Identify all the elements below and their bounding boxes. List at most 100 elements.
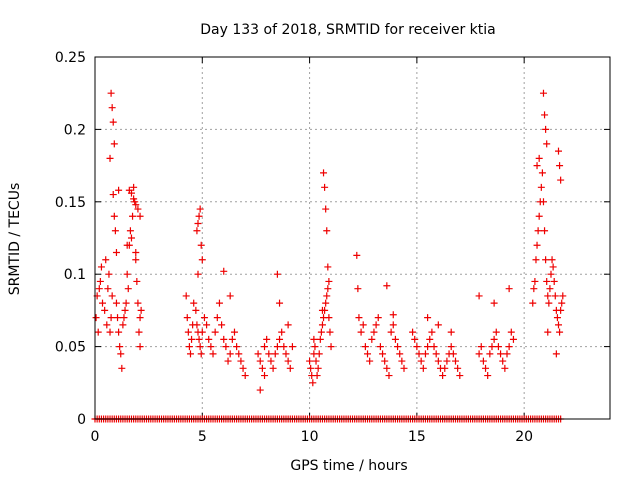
data-point xyxy=(322,299,330,307)
data-point xyxy=(109,191,117,199)
data-point xyxy=(312,357,320,365)
data-point xyxy=(357,328,365,336)
data-point xyxy=(132,201,140,209)
data-point xyxy=(213,314,221,322)
data-point xyxy=(186,350,194,358)
data-point xyxy=(282,350,290,358)
data-point xyxy=(413,343,421,351)
data-point xyxy=(256,386,264,394)
data-point xyxy=(494,343,502,351)
data-point xyxy=(475,292,483,300)
data-point xyxy=(320,169,328,177)
data-point xyxy=(115,186,123,194)
data-point xyxy=(354,285,362,293)
data-point xyxy=(126,227,134,235)
data-point xyxy=(557,176,565,184)
data-point xyxy=(133,277,141,285)
data-point xyxy=(488,343,496,351)
data-point xyxy=(254,350,262,358)
data-point xyxy=(411,335,419,343)
data-point xyxy=(233,343,241,351)
y-tick-label: 0.15 xyxy=(55,195,86,211)
data-point xyxy=(136,343,144,351)
data-point xyxy=(501,364,509,372)
data-point xyxy=(104,285,112,293)
data-point xyxy=(307,364,315,372)
data-point xyxy=(551,292,559,300)
data-point xyxy=(94,328,102,336)
data-point xyxy=(479,357,487,365)
data-point xyxy=(261,372,269,380)
data-point xyxy=(424,343,432,351)
data-point xyxy=(550,277,558,285)
data-point xyxy=(120,314,128,322)
x-tick-label: 10 xyxy=(301,429,319,445)
data-point xyxy=(434,321,442,329)
data-point xyxy=(288,343,296,351)
data-point xyxy=(456,372,464,380)
data-point xyxy=(102,256,110,264)
data-point xyxy=(535,154,543,162)
data-point xyxy=(239,364,247,372)
data-point xyxy=(482,364,490,372)
scatter-points xyxy=(91,89,567,423)
data-point xyxy=(441,364,449,372)
data-point xyxy=(215,299,223,307)
data-point xyxy=(137,306,145,314)
data-point xyxy=(200,314,208,322)
data-point xyxy=(439,372,447,380)
grid xyxy=(95,57,610,419)
data-point xyxy=(559,292,567,300)
data-point xyxy=(230,328,238,336)
data-point xyxy=(484,372,492,380)
data-point xyxy=(505,285,513,293)
data-point xyxy=(326,328,334,336)
axis-ticks: 0 0.05 0.1 0.15 0.2 0.25 0 5 10 15 20 xyxy=(55,50,610,445)
data-point xyxy=(123,270,131,278)
data-point xyxy=(185,343,193,351)
data-point xyxy=(323,292,331,300)
data-point xyxy=(318,321,326,329)
data-point xyxy=(546,285,554,293)
data-point xyxy=(381,357,389,365)
data-point xyxy=(452,357,459,365)
data-point xyxy=(547,270,555,278)
data-point xyxy=(106,154,114,162)
data-point xyxy=(424,314,432,322)
data-point xyxy=(447,343,455,351)
data-point xyxy=(284,357,292,365)
data-point xyxy=(368,335,376,343)
y-tick-label: 0.05 xyxy=(55,340,86,356)
data-point xyxy=(224,357,232,365)
data-point xyxy=(553,314,561,322)
data-point xyxy=(449,350,457,358)
data-point xyxy=(534,227,542,235)
data-point xyxy=(192,306,200,314)
data-point xyxy=(280,343,288,351)
data-point xyxy=(428,328,436,336)
data-point xyxy=(409,328,417,336)
data-point xyxy=(108,104,116,112)
data-point xyxy=(556,328,564,336)
data-point xyxy=(198,328,206,336)
data-point xyxy=(310,335,318,343)
data-point xyxy=(129,212,137,220)
data-point xyxy=(235,350,243,358)
data-point xyxy=(359,321,367,329)
data-point xyxy=(95,285,103,293)
data-point xyxy=(376,343,384,351)
data-point xyxy=(531,277,539,285)
data-point xyxy=(115,328,123,336)
data-point xyxy=(443,357,451,365)
data-point xyxy=(555,147,562,155)
data-point xyxy=(110,212,118,220)
data-point xyxy=(383,364,391,372)
data-point xyxy=(532,256,540,264)
data-point xyxy=(108,292,116,300)
data-point xyxy=(421,350,429,358)
data-point xyxy=(278,328,286,336)
data-point xyxy=(109,118,117,126)
data-point xyxy=(533,162,541,170)
data-point xyxy=(543,140,551,148)
data-point xyxy=(454,364,462,372)
